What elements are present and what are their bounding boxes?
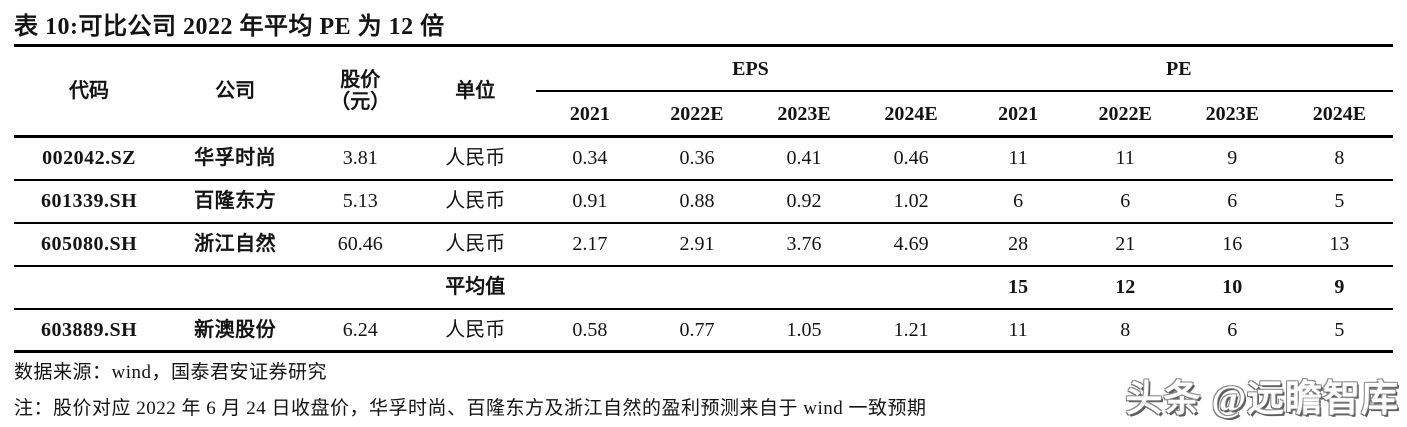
header-eps-2022e: 2022E (670, 102, 724, 125)
cell-pe-2021: 15 (1008, 276, 1029, 298)
cell-eps-2021: 0.58 (572, 318, 608, 341)
cell-unit: 人民币 (445, 147, 506, 170)
cell-price: 60.46 (337, 233, 383, 255)
header-unit: 单位 (455, 80, 496, 102)
header-pe-group: PE (964, 45, 1393, 92)
cell-code (14, 266, 164, 309)
cell-pe-2023e: 16 (1222, 233, 1243, 255)
cell-code: 601339.SH (40, 190, 138, 212)
table-header: 代码 公司 股价 （元） 单位 EPS PE 2021 2022E 2023E … (14, 45, 1393, 137)
cell-eps-2024e: 4.69 (893, 233, 929, 255)
cell-eps-2023e: 0.92 (786, 190, 822, 212)
cell-eps-2024e: 1.02 (893, 190, 929, 212)
data-source-line: 数据来源：wind，国泰君安证券研究 (14, 362, 328, 383)
cell-price: 6.24 (342, 318, 378, 341)
cell-pe-2023e: 6 (1227, 190, 1238, 212)
header-eps-2021: 2021 (569, 102, 610, 125)
cell-pe-2022e: 11 (1115, 147, 1135, 170)
table-title: 表 10:可比公司 2022 年平均 PE 为 12 倍 (14, 14, 445, 40)
header-pe-2024e: 2024E (1312, 102, 1367, 125)
note-line: 注：股价对应 2022 年 6 月 24 日收盘价，华孚时尚、百隆东方及浙江自然… (14, 398, 927, 419)
cell-code: 002042.SZ (42, 147, 137, 170)
cell-company: 新澳股份 (194, 318, 277, 341)
header-price-line1: 股价 (340, 69, 381, 91)
cell-pe-2021: 11 (1008, 147, 1028, 170)
cell-pe-2024e: 13 (1329, 233, 1350, 255)
cell-pe-2022e: 6 (1120, 190, 1131, 212)
cell-pe-2024e: 5 (1334, 190, 1345, 212)
cell-eps-2023e (750, 266, 857, 309)
cell-pe-2024e: 9 (1334, 276, 1345, 298)
cell-eps-2023e: 1.05 (786, 318, 822, 341)
cell-company: 华孚时尚 (194, 147, 277, 170)
cell-eps-2021: 0.91 (572, 190, 608, 212)
cell-pe-2023e: 9 (1227, 147, 1238, 170)
table-row: 605080.SH 浙江自然 60.46 人民币 2.17 2.91 3.76 … (14, 223, 1393, 266)
cell-code: 603889.SH (40, 318, 138, 341)
table-row: 603889.SH 新澳股份 6.24 人民币 0.58 0.77 1.05 1… (14, 309, 1393, 352)
cell-eps-2021: 0.34 (572, 147, 608, 170)
cell-eps-2023e: 0.41 (786, 147, 822, 170)
cell-unit: 人民币 (445, 233, 506, 255)
cell-pe-2022e: 12 (1115, 276, 1136, 298)
cell-company (164, 266, 306, 309)
cell-company: 百隆东方 (194, 190, 277, 212)
cell-price (306, 266, 414, 309)
cell-pe-2023e: 6 (1227, 318, 1238, 341)
cell-price: 3.81 (342, 147, 378, 170)
table-row-average: 平均值 15 12 10 9 (14, 266, 1393, 309)
cell-eps-2021: 2.17 (572, 233, 608, 255)
header-price-line2: （元） (330, 91, 391, 113)
cell-average-label: 平均值 (445, 276, 506, 298)
header-pe-2021: 2021 (998, 102, 1039, 125)
cell-unit: 人民币 (445, 190, 506, 212)
header-eps-2023e: 2023E (777, 102, 831, 125)
cell-eps-2022e: 0.36 (679, 147, 715, 170)
cell-eps-2024e (858, 266, 965, 309)
table-row: 601339.SH 百隆东方 5.13 人民币 0.91 0.88 0.92 1… (14, 180, 1393, 223)
cell-unit: 人民币 (445, 318, 506, 341)
cell-pe-2023e: 10 (1222, 276, 1243, 298)
comparable-companies-table: 代码 公司 股价 （元） 单位 EPS PE 2021 2022E 2023E … (14, 44, 1393, 353)
cell-pe-2021: 28 (1008, 233, 1029, 255)
cell-eps-2022e (643, 266, 750, 309)
cell-pe-2022e: 21 (1115, 233, 1136, 255)
cell-eps-2021 (536, 266, 643, 309)
header-price: 股价 （元） (306, 46, 414, 137)
cell-price: 5.13 (342, 190, 378, 212)
cell-company: 浙江自然 (194, 233, 277, 255)
cell-eps-2024e: 1.21 (893, 318, 929, 341)
header-code: 代码 (69, 80, 110, 102)
header-pe-2023e: 2023E (1205, 102, 1259, 125)
header-pe-2022e: 2022E (1098, 102, 1152, 125)
cell-eps-2023e: 3.76 (786, 233, 822, 255)
header-company: 公司 (215, 80, 256, 102)
cell-eps-2024e: 0.46 (893, 147, 929, 170)
table-row: 002042.SZ 华孚时尚 3.81 人民币 0.34 0.36 0.41 0… (14, 137, 1393, 180)
cell-pe-2024e: 5 (1334, 318, 1345, 341)
watermark-toutiao-yuanzhan: 头条 @远瞻智库 (1125, 379, 1399, 420)
header-eps-2024e: 2024E (884, 102, 938, 125)
header-eps-group: EPS (536, 45, 965, 92)
cell-eps-2022e: 2.91 (679, 233, 715, 255)
cell-eps-2022e: 0.77 (679, 318, 715, 341)
cell-pe-2021: 11 (1008, 318, 1028, 341)
cell-code: 605080.SH (40, 233, 138, 255)
cell-pe-2021: 6 (1013, 190, 1024, 212)
cell-pe-2024e: 8 (1334, 147, 1345, 170)
cell-pe-2022e: 8 (1120, 318, 1131, 341)
cell-eps-2022e: 0.88 (679, 190, 715, 212)
